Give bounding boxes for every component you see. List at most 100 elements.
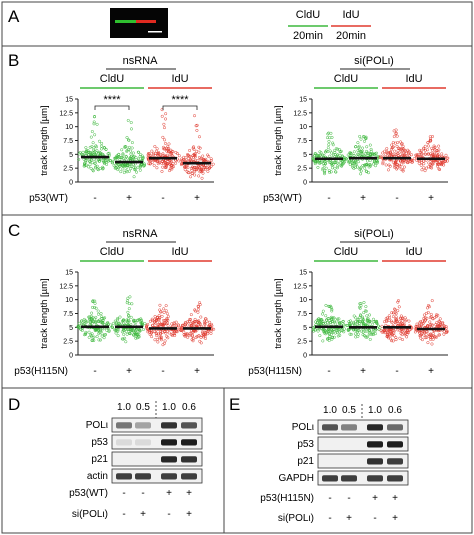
significance-1: **** — [103, 94, 121, 106]
blot-band — [135, 422, 151, 429]
condition-sign: - — [328, 493, 331, 504]
data-point — [94, 144, 98, 148]
data-point — [124, 330, 128, 334]
condition-label: si(POLι) — [278, 513, 314, 524]
data-point — [427, 334, 431, 338]
data-point — [364, 169, 368, 173]
data-point — [403, 316, 407, 320]
data-point — [330, 330, 334, 334]
data-point — [313, 328, 317, 332]
data-point — [397, 163, 401, 167]
data-point — [400, 338, 404, 342]
data-point — [353, 332, 357, 336]
data-point — [432, 146, 436, 150]
data-point — [342, 323, 346, 327]
data-point — [100, 332, 104, 336]
data-point — [158, 321, 162, 325]
data-point — [163, 319, 167, 323]
data-point — [206, 332, 210, 336]
data-point — [137, 335, 141, 339]
data-points-column — [344, 134, 381, 176]
data-point — [164, 161, 168, 165]
blot-band — [387, 475, 403, 482]
data-point — [321, 320, 325, 324]
data-point — [166, 315, 170, 319]
x-tick-label: - — [327, 366, 330, 377]
data-point — [140, 322, 144, 326]
data-point — [131, 151, 135, 155]
data-point — [116, 328, 120, 332]
data-points-column — [413, 299, 449, 346]
data-point — [330, 135, 334, 139]
data-point — [383, 149, 387, 153]
data-point — [392, 334, 396, 338]
data-point — [152, 163, 156, 167]
channel-label-idu: IdU — [405, 246, 422, 258]
data-point — [368, 143, 372, 147]
y-tick-label: 12.5 — [293, 110, 307, 117]
data-point — [312, 159, 316, 163]
data-point — [327, 143, 331, 147]
data-point — [190, 168, 194, 172]
data-point — [135, 170, 139, 174]
data-point — [112, 164, 116, 168]
data-point — [445, 330, 449, 334]
group-title-sipol-b: si(POLι) — [354, 55, 394, 67]
data-point — [411, 160, 415, 164]
data-point — [192, 321, 196, 325]
x-tick-label: + — [360, 366, 366, 377]
data-point — [385, 334, 389, 338]
data-point — [99, 315, 103, 319]
data-point — [403, 153, 407, 157]
data-point — [194, 124, 198, 128]
data-point — [100, 141, 104, 145]
data-point — [203, 323, 207, 327]
data-point — [359, 172, 363, 176]
data-points-column — [77, 114, 113, 173]
data-point — [161, 343, 165, 347]
data-point — [185, 332, 189, 336]
data-point — [369, 147, 373, 151]
data-point — [326, 132, 330, 136]
data-point — [384, 163, 388, 167]
data-point — [124, 169, 128, 173]
data-point — [90, 332, 94, 336]
panel-letter-e: E — [229, 395, 240, 414]
data-point — [101, 320, 105, 324]
data-point — [111, 322, 115, 326]
data-points-column — [76, 299, 114, 343]
data-point — [345, 323, 349, 327]
data-point — [190, 333, 194, 337]
data-point — [91, 141, 95, 145]
data-point — [332, 316, 336, 320]
data-point — [335, 330, 339, 334]
blot-label: actin — [87, 471, 108, 482]
x-tick-label: - — [327, 193, 330, 204]
data-point — [143, 322, 147, 326]
data-point — [101, 165, 105, 169]
blot-strip — [317, 453, 409, 469]
data-point — [87, 330, 91, 334]
data-point — [199, 169, 203, 173]
data-point — [365, 329, 369, 333]
blot-band — [116, 473, 132, 480]
data-point — [395, 162, 399, 166]
data-point — [424, 336, 428, 340]
data-point — [380, 324, 384, 328]
data-points-column — [110, 118, 146, 179]
data-point — [419, 163, 423, 167]
data-point — [155, 159, 159, 163]
data-point — [348, 332, 352, 336]
condition-sign: - — [122, 488, 125, 499]
data-point — [76, 325, 80, 329]
data-point — [333, 148, 337, 152]
data-point — [322, 153, 326, 157]
data-point — [165, 312, 169, 316]
data-point — [330, 337, 334, 341]
data-point — [77, 321, 81, 325]
data-point — [88, 159, 92, 163]
data-point — [120, 330, 124, 334]
data-point — [173, 332, 177, 336]
data-point — [348, 163, 352, 167]
data-point — [362, 334, 366, 338]
